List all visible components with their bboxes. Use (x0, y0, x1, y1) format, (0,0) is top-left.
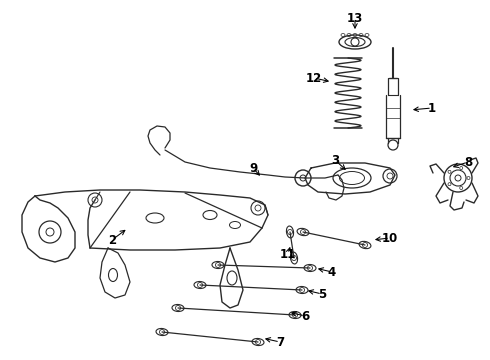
Text: 3: 3 (331, 153, 339, 166)
Text: 10: 10 (382, 231, 398, 244)
Text: 2: 2 (108, 234, 116, 247)
Text: 6: 6 (301, 310, 309, 323)
Text: 9: 9 (249, 162, 257, 175)
Text: 5: 5 (318, 288, 326, 301)
Text: 13: 13 (347, 12, 363, 24)
Text: 8: 8 (464, 156, 472, 168)
Text: 12: 12 (306, 72, 322, 85)
Text: 7: 7 (276, 336, 284, 348)
Text: 1: 1 (428, 102, 436, 114)
Text: 4: 4 (328, 266, 336, 279)
Text: 11: 11 (280, 248, 296, 261)
